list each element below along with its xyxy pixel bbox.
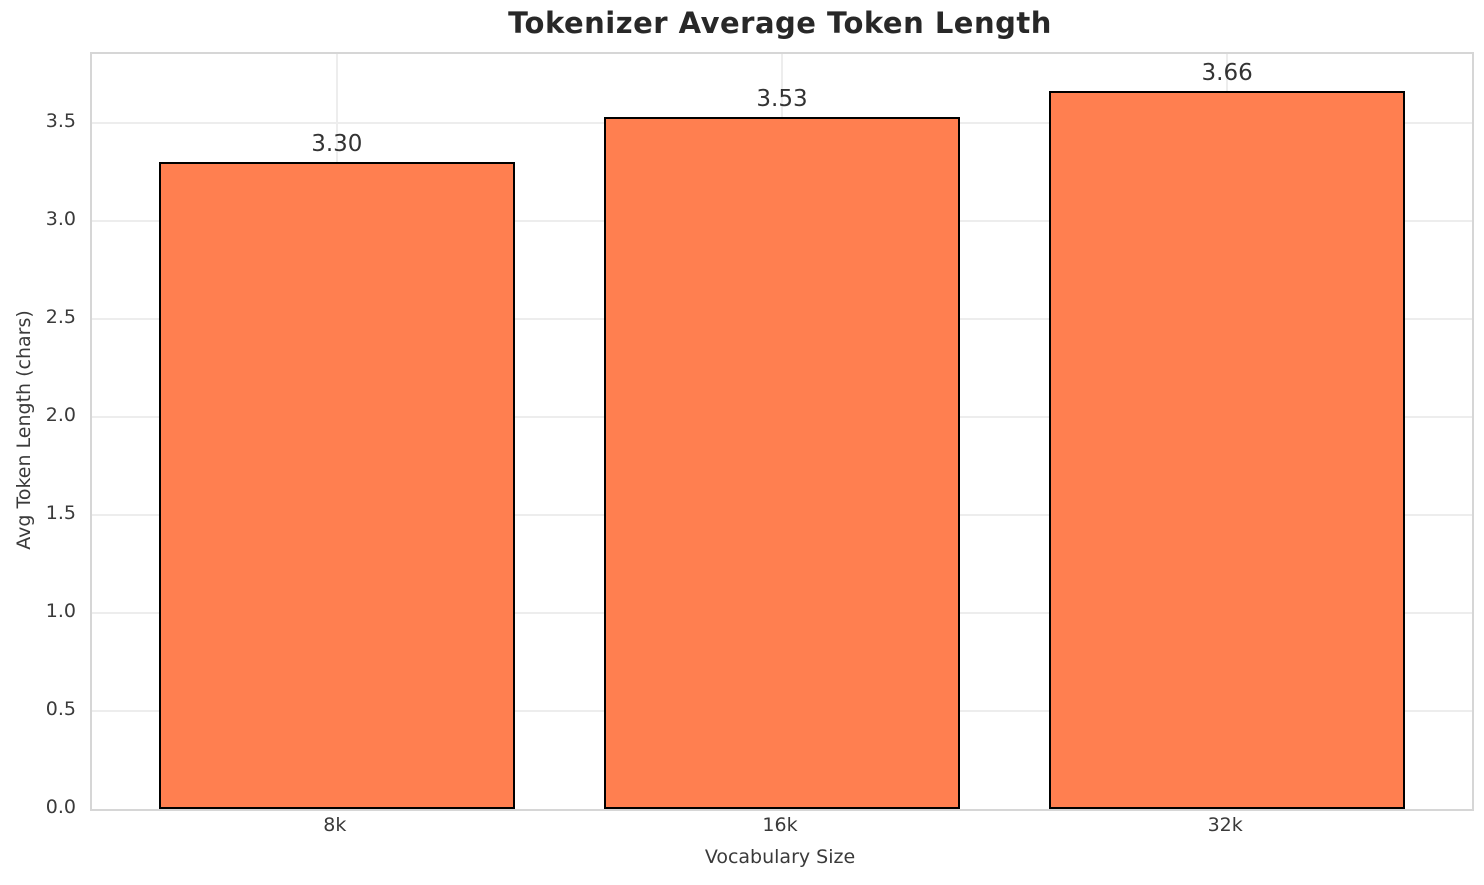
y-tick-label: 3.0 — [45, 207, 76, 230]
y-tick-label: 1.0 — [45, 599, 76, 622]
y-tick-label: 0.5 — [45, 697, 76, 720]
y-tick-label: 0.0 — [45, 796, 76, 818]
chart-title: Tokenizer Average Token Length — [508, 6, 1052, 40]
bar-value-label: 3.66 — [1201, 60, 1253, 87]
y-axis-tick-labels: 0.0 0.5 1.0 1.5 2.0 2.5 3.0 3.5 — [0, 52, 76, 818]
x-axis-label: Vocabulary Size — [704, 846, 856, 868]
plot-area: 3.30 3.53 3.66 — [90, 52, 1474, 811]
y-tick-label: 2.5 — [45, 305, 76, 328]
bar-value-label: 3.53 — [756, 85, 808, 112]
bar-16k — [603, 116, 961, 809]
bar-8k — [158, 161, 515, 809]
y-tick-label: 3.5 — [45, 109, 76, 132]
x-axis-tick-labels: 8k 16k 32k — [90, 814, 1470, 842]
y-tick-label: 1.5 — [45, 501, 76, 524]
x-tick-label: 8k — [323, 814, 347, 836]
y-tick-label: 2.0 — [45, 403, 76, 426]
bar-value-label: 3.30 — [311, 130, 363, 157]
x-tick-label: 32k — [1207, 814, 1243, 836]
x-tick-label: 16k — [762, 814, 798, 836]
bar-32k — [1049, 91, 1406, 809]
